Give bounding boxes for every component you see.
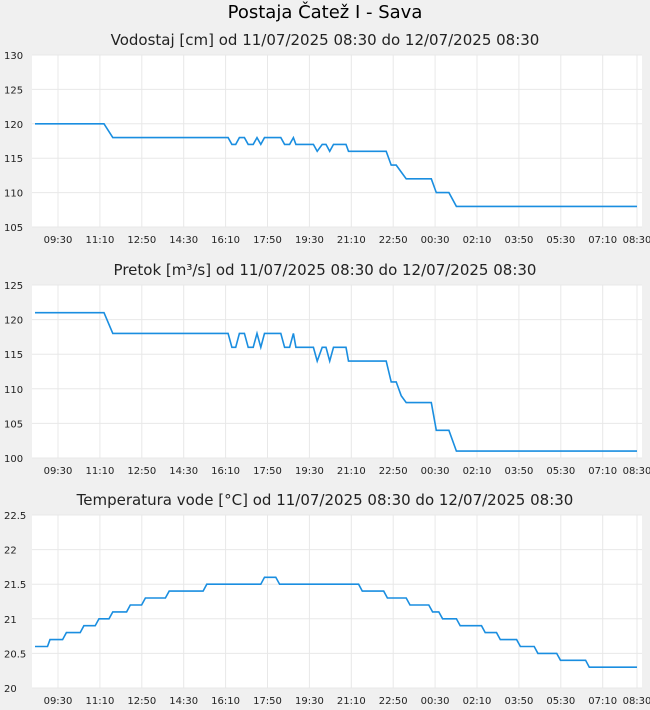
y-tick-label: 130 [4, 51, 23, 62]
x-tick-label: 02:10 [463, 696, 492, 707]
chart-panel-2: Pretok [m³/s] od 11/07/2025 08:30 do 12/… [4, 261, 650, 477]
y-tick-label: 21.5 [4, 580, 26, 591]
y-tick-label: 20 [4, 684, 17, 695]
x-tick-label: 17:50 [253, 466, 282, 477]
chart-panel-1: Vodostaj [cm] od 11/07/2025 08:30 do 12/… [4, 31, 650, 246]
y-tick-label: 120 [4, 120, 23, 131]
y-tick-label: 105 [4, 223, 23, 234]
x-tick-label: 03:50 [504, 235, 533, 246]
x-tick-label: 02:10 [463, 466, 492, 477]
x-tick-label: 16:10 [211, 466, 240, 477]
y-tick-label: 110 [4, 189, 23, 200]
x-tick-label: 03:50 [504, 466, 533, 477]
x-tick-label: 00:30 [421, 696, 450, 707]
x-tick-label: 03:50 [504, 696, 533, 707]
x-tick-label: 17:50 [253, 696, 282, 707]
plot-background [32, 55, 642, 227]
x-tick-label: 21:10 [337, 466, 366, 477]
plot-background [32, 285, 642, 458]
y-tick-label: 120 [4, 316, 23, 327]
x-tick-label: 16:10 [211, 696, 240, 707]
x-tick-label: 07:10 [588, 696, 617, 707]
x-tick-label: 22:50 [379, 696, 408, 707]
x-tick-label: 22:50 [379, 235, 408, 246]
x-tick-label: 17:50 [253, 235, 282, 246]
x-tick-label: 07:10 [588, 235, 617, 246]
x-tick-label: 05:30 [546, 235, 575, 246]
y-tick-label: 115 [4, 154, 23, 165]
x-tick-label: 19:30 [295, 466, 324, 477]
x-tick-label: 12:50 [127, 235, 156, 246]
x-tick-label: 05:30 [546, 696, 575, 707]
x-tick-label: 05:30 [546, 466, 575, 477]
plot-background [32, 515, 642, 688]
x-tick-label: 00:30 [421, 235, 450, 246]
x-tick-label: 11:10 [85, 696, 114, 707]
y-tick-label: 21 [4, 615, 17, 626]
x-tick-label: 02:10 [463, 235, 492, 246]
series-line-1 [35, 576, 637, 668]
x-tick-label: 22:50 [379, 466, 408, 477]
x-tick-label: 09:30 [44, 235, 73, 246]
x-tick-label: 08:30 [623, 696, 650, 707]
y-tick-label: 100 [4, 454, 23, 465]
y-tick-label: 22.5 [4, 511, 26, 522]
x-tick-label: 00:30 [421, 466, 450, 477]
x-tick-label: 16:10 [211, 235, 240, 246]
x-tick-label: 07:10 [588, 466, 617, 477]
y-tick-label: 125 [4, 85, 23, 96]
x-tick-label: 08:30 [623, 466, 650, 477]
x-tick-label: 12:50 [127, 696, 156, 707]
x-tick-label: 21:10 [337, 696, 366, 707]
y-tick-label: 105 [4, 419, 23, 430]
x-tick-label: 19:30 [295, 696, 324, 707]
series-line-1 [35, 311, 637, 452]
page-title: Postaja Čatež I - Sava [227, 2, 423, 23]
chart-title: Temperatura vode [°C] od 11/07/2025 08:3… [76, 491, 574, 509]
chart-title: Vodostaj [cm] od 11/07/2025 08:30 do 12/… [111, 31, 540, 49]
x-tick-label: 11:10 [85, 235, 114, 246]
y-tick-label: 115 [4, 350, 23, 361]
x-tick-label: 12:50 [127, 466, 156, 477]
x-tick-label: 11:10 [85, 466, 114, 477]
x-tick-label: 19:30 [295, 235, 324, 246]
x-tick-label: 09:30 [44, 696, 73, 707]
x-tick-label: 14:30 [169, 696, 198, 707]
x-tick-label: 21:10 [337, 235, 366, 246]
x-tick-label: 14:30 [169, 235, 198, 246]
y-tick-label: 20.5 [4, 649, 26, 660]
y-tick-label: 110 [4, 385, 23, 396]
x-tick-label: 14:30 [169, 466, 198, 477]
series-line-1 [35, 123, 637, 208]
chart-panel-3: Temperatura vode [°C] od 11/07/2025 08:3… [4, 491, 650, 707]
chart-title: Pretok [m³/s] od 11/07/2025 08:30 do 12/… [114, 261, 537, 279]
x-tick-label: 09:30 [44, 466, 73, 477]
y-tick-label: 22 [4, 546, 17, 557]
y-tick-label: 125 [4, 281, 23, 292]
x-tick-label: 08:30 [623, 235, 650, 246]
